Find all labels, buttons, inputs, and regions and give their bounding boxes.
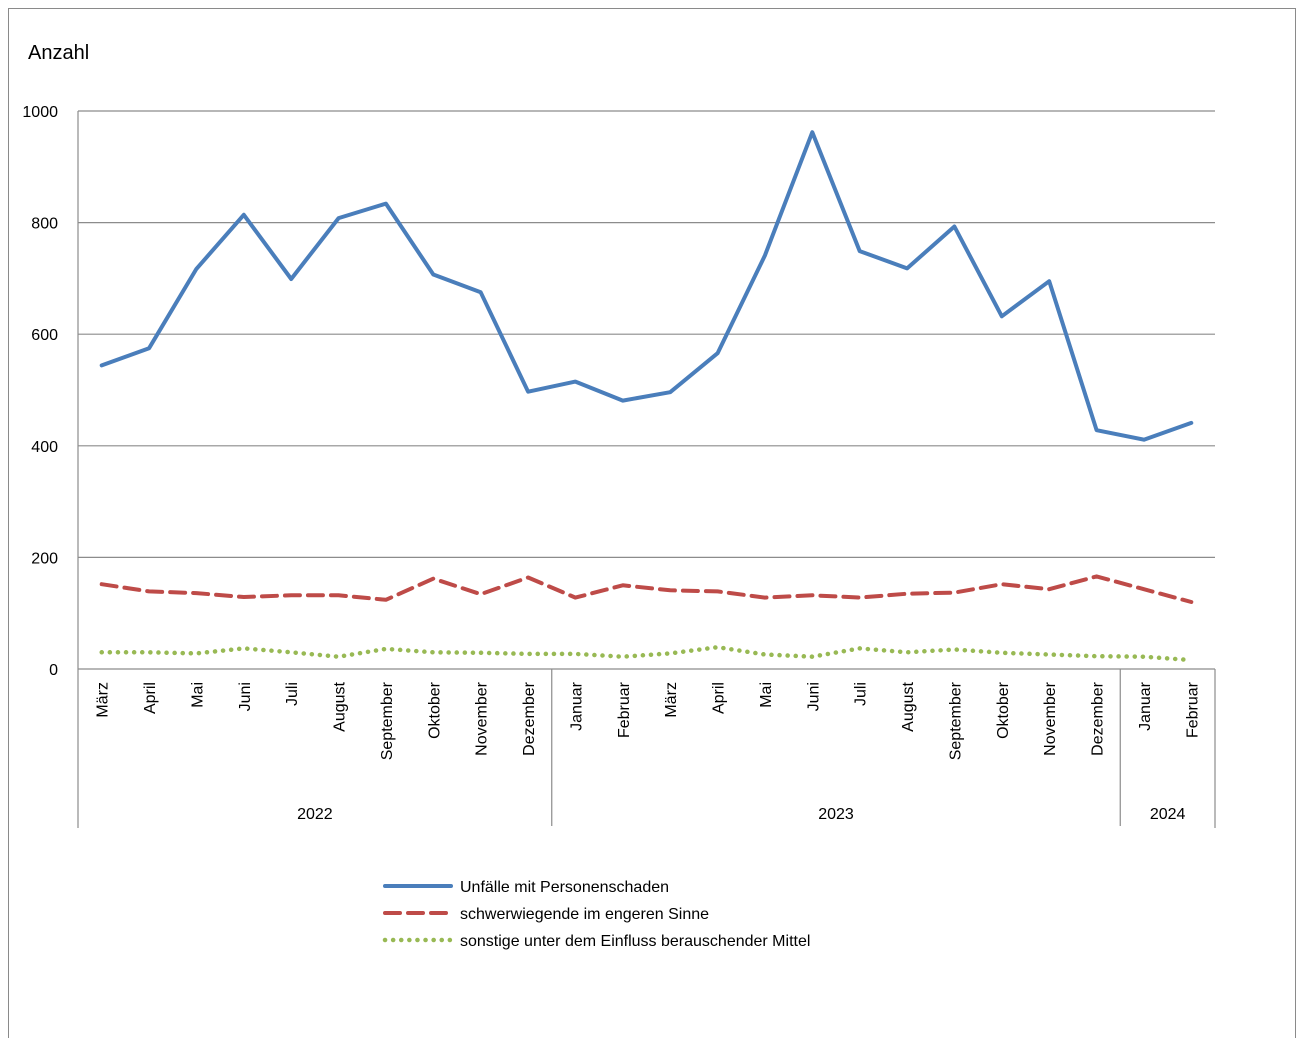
x-tick-label: Januar (568, 681, 585, 731)
x-tick-label: September (947, 681, 964, 760)
y-tick-label: 600 (31, 327, 58, 344)
x-tick-label: August (900, 681, 917, 731)
y-axis-label: Anzahl (28, 42, 89, 64)
chart-frame (8, 8, 1296, 1038)
series-line-3 (99, 644, 1194, 663)
year-label: 2024 (1150, 806, 1186, 823)
year-label: 2022 (297, 806, 333, 823)
x-tick-label: August (332, 681, 349, 731)
x-tick-label: Juni (237, 682, 254, 711)
x-tick-label: Dezember (1090, 681, 1107, 755)
x-tick-label: Februar (616, 681, 633, 738)
x-tick-label: April (711, 682, 728, 714)
year-label: 2023 (818, 806, 854, 823)
legend-label-2: schwerwiegende im engeren Sinne (460, 906, 709, 923)
y-tick-labels: 0 200 400 600 800 1000 (22, 104, 58, 679)
x-tick-label: April (142, 682, 159, 714)
y-tick-label: 800 (31, 216, 58, 233)
y-tick-label: 1000 (22, 104, 58, 121)
x-tick-label: Mai (189, 682, 206, 708)
x-tick-label: Januar (1137, 681, 1154, 731)
x-tick-label: Oktober (995, 681, 1012, 739)
year-group-labels: 2022 2023 2024 (77, 669, 1216, 828)
x-tick-label: März (95, 682, 112, 718)
y-tick-label: 200 (31, 550, 58, 567)
axes (77, 111, 1215, 670)
x-tick-label: März (663, 682, 680, 718)
legend-label-3: sonstige unter dem Einfluss berauschende… (460, 933, 810, 950)
x-tick-label: November (474, 681, 491, 755)
legend-label-1: Unfälle mit Personenschaden (460, 879, 669, 896)
x-tick-label: Oktober (426, 681, 443, 739)
x-tick-labels: März April Mai Juni Juli August September Oktob… (95, 681, 1202, 760)
x-tick-label: November (1042, 681, 1059, 755)
x-tick-label: Juni (805, 682, 822, 711)
x-tick-label: Juli (853, 682, 870, 706)
legend: Unfälle mit Personenschaden schwerwiegend… (382, 879, 810, 950)
series-line-1 (99, 130, 1194, 442)
x-tick-label: Dezember (521, 681, 538, 755)
x-tick-label: Februar (1184, 681, 1201, 738)
series-lines (99, 130, 1194, 663)
y-tick-label: 400 (31, 439, 58, 456)
series-line-2 (99, 574, 1194, 604)
x-tick-label: Juli (284, 682, 301, 706)
x-tick-label: September (379, 681, 396, 760)
grid-lines (78, 110, 1215, 559)
y-tick-label: 0 (49, 662, 58, 679)
x-tick-label: Mai (758, 682, 775, 708)
